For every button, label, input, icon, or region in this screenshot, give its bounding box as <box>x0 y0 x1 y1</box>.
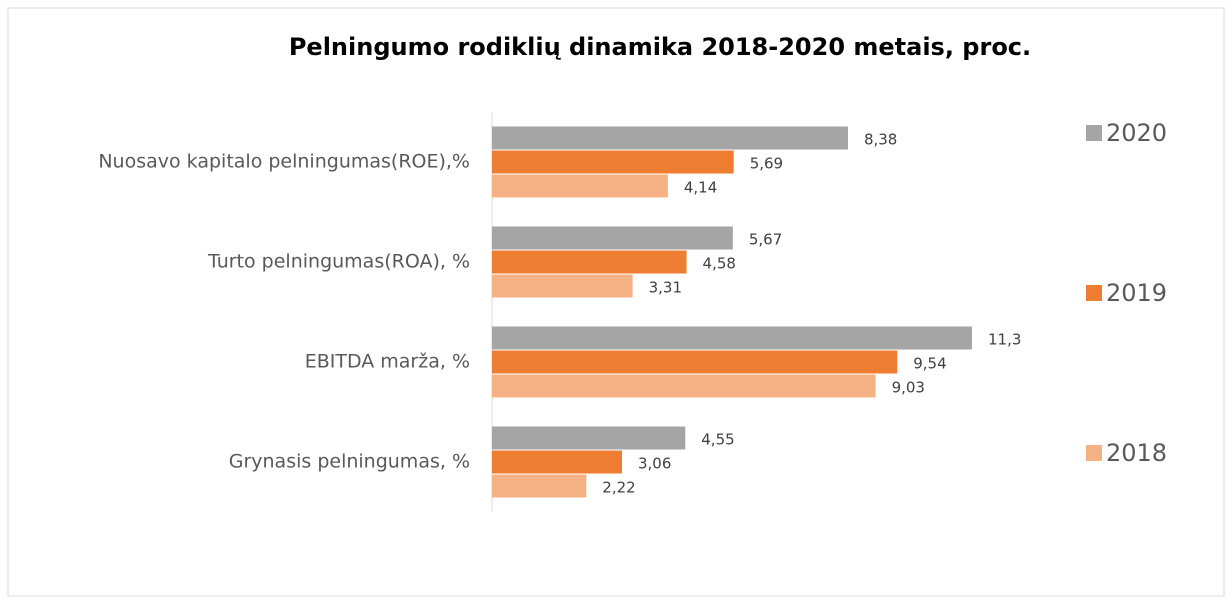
bar <box>492 326 972 350</box>
bar <box>492 450 622 474</box>
legend-label: 2019 <box>1106 279 1167 307</box>
legend-label: 2020 <box>1106 119 1167 147</box>
bar <box>492 174 668 198</box>
bar <box>492 250 687 274</box>
value-label: 4,58 <box>703 255 736 273</box>
value-label: 9,54 <box>913 355 946 373</box>
value-label: 9,03 <box>892 379 925 397</box>
value-label: 11,3 <box>988 331 1021 349</box>
chart-title: Pelningumo rodiklių dinamika 2018-2020 m… <box>289 33 1031 61</box>
category-label: Turto pelningumas(ROA), % <box>207 251 470 273</box>
bar <box>492 126 848 150</box>
value-label: 3,06 <box>638 455 671 473</box>
legend-swatch <box>1086 285 1102 301</box>
value-label: 2,22 <box>602 479 635 497</box>
category-label: Grynasis pelningumas, % <box>229 451 470 473</box>
bar <box>492 226 733 250</box>
legend-swatch <box>1086 125 1102 141</box>
bar <box>492 426 686 450</box>
legend-label: 2018 <box>1106 439 1167 467</box>
value-label: 5,69 <box>750 155 783 173</box>
bar <box>492 374 876 398</box>
category-label: EBITDA marža, % <box>305 351 470 373</box>
bar <box>492 350 898 374</box>
legend-swatch <box>1086 445 1102 461</box>
value-label: 5,67 <box>749 231 782 249</box>
value-label: 4,55 <box>701 431 734 449</box>
value-label: 3,31 <box>649 279 682 297</box>
bar <box>492 474 587 498</box>
bar <box>492 150 734 174</box>
category-label: Nuosavo kapitalo pelningumas(ROE),% <box>98 151 470 173</box>
value-label: 8,38 <box>864 131 897 149</box>
chart-border <box>7 7 1225 597</box>
value-label: 4,14 <box>684 179 717 197</box>
bar <box>492 274 633 298</box>
